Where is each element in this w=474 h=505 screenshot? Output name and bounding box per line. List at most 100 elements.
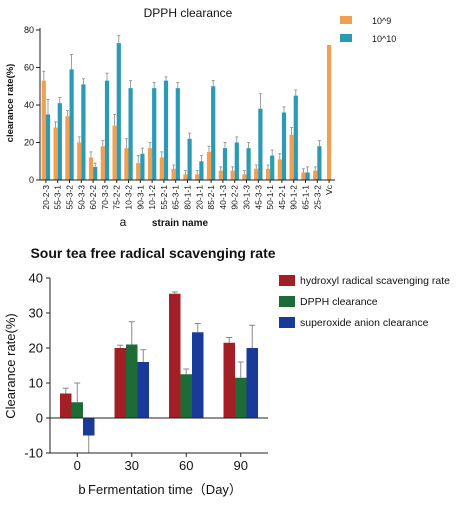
chart-b-bar bbox=[83, 418, 95, 436]
chart-a-bar bbox=[293, 95, 298, 180]
chart-a-ytick-label: 40 bbox=[24, 100, 34, 110]
chart-a-xtick-label: 50-3-3 bbox=[76, 185, 86, 210]
chart-a-bar bbox=[69, 69, 74, 180]
chart-b-ytick-label: 0 bbox=[36, 411, 43, 426]
chart-b-bar bbox=[235, 377, 247, 418]
chart-a-xtick-label: 30-1-3 bbox=[242, 185, 252, 210]
chart-a-legend-label: 10^10 bbox=[372, 34, 396, 44]
chart-a-xtick-label: 45-2-1 bbox=[277, 185, 287, 210]
chart-b-legend-label: superoxide anion clearance bbox=[300, 317, 429, 329]
chart-a-bar bbox=[313, 170, 318, 180]
chart-a-panel-label: a bbox=[120, 215, 127, 229]
chart-a-legend-swatch bbox=[340, 34, 352, 42]
chart-a-xtick-label: Vc bbox=[324, 184, 334, 195]
chart-b-bar bbox=[71, 402, 83, 418]
chart-a-bar bbox=[171, 168, 176, 180]
chart-a-bar bbox=[112, 125, 117, 180]
chart-b-legend-swatch bbox=[279, 296, 295, 307]
chart-a-xlabel: strain name bbox=[152, 218, 209, 229]
chart-b-ylabel: Clearance rate(%) bbox=[3, 313, 18, 419]
chart-a-bar bbox=[211, 86, 216, 180]
chart-a-bar bbox=[281, 112, 287, 180]
chart-b-bar bbox=[114, 348, 126, 418]
chart-a-xtick-label: 55-3-2 bbox=[65, 185, 75, 210]
chart-a-bar bbox=[317, 146, 322, 180]
chart-b-panel-label: b bbox=[78, 482, 85, 497]
chart-a-bar bbox=[136, 163, 141, 180]
chart-a-bar bbox=[100, 146, 105, 180]
chart-b-xtick-label: 30 bbox=[125, 458, 139, 473]
chart-b-ytick-label: 10 bbox=[29, 376, 43, 391]
chart-b-ytick-label: -10 bbox=[24, 446, 43, 461]
chart-b-bar bbox=[60, 393, 72, 418]
chart-a-xtick-label: 80-1-1 bbox=[183, 185, 193, 210]
chart-a-bar bbox=[187, 138, 192, 180]
chart-b-bar bbox=[192, 332, 204, 418]
chart-b-bar bbox=[223, 342, 235, 418]
chart-a-legend-swatch bbox=[340, 16, 352, 24]
chart-a-bar bbox=[77, 142, 82, 180]
chart-b-ytick-label: 20 bbox=[29, 341, 43, 356]
chart-a-bar bbox=[104, 80, 110, 180]
chart-a-bar bbox=[199, 161, 204, 180]
chart-b-bar bbox=[180, 374, 192, 418]
chart-a-xtick-label: 90-3-1 bbox=[135, 185, 145, 210]
chart-a-bar bbox=[41, 80, 46, 180]
chart-a-bar bbox=[195, 174, 200, 180]
chart-a-bar bbox=[116, 43, 121, 180]
chart-b-legend-swatch bbox=[279, 275, 295, 286]
chart-a-bar bbox=[45, 114, 51, 180]
chart-a-xtick-label: 60-2-2 bbox=[88, 185, 98, 210]
chart-b-ytick-label: 30 bbox=[29, 306, 43, 321]
chart-a-xtick-label: 90-1-2 bbox=[289, 185, 299, 210]
chart-a-bar bbox=[159, 157, 164, 180]
chart-a-bar bbox=[53, 127, 58, 180]
chart-a-xtick-label: 90-2-2 bbox=[230, 185, 240, 210]
chart-a-xtick-label: 45-3-3 bbox=[253, 185, 263, 210]
chart-a-bar bbox=[277, 159, 282, 180]
chart-a-ylabel: clearance rate(%) bbox=[5, 64, 16, 143]
chart-a-ytick-label: 60 bbox=[24, 63, 34, 73]
chart-a-xtick-label: 55-2-1 bbox=[159, 185, 169, 210]
chart-a-xtick-label: 40-1-3 bbox=[218, 185, 228, 210]
chart-a-xtick-label: 25-3-2 bbox=[312, 185, 322, 210]
chart-b-bar bbox=[169, 293, 181, 418]
chart-a-bar bbox=[152, 88, 157, 180]
chart-a-xtick-label: 70-3-3 bbox=[100, 185, 110, 210]
chart-a-bar bbox=[270, 155, 275, 180]
chart-a-bar bbox=[183, 174, 188, 180]
chart-a-bar bbox=[242, 174, 247, 180]
chart-a-bar bbox=[234, 142, 239, 180]
chart-b-legend-label: hydroxyl radical scavenging rate bbox=[300, 275, 450, 287]
chart-a-bar bbox=[265, 168, 271, 180]
chart-a-bar bbox=[206, 151, 212, 180]
chart-b-xtick-label: 0 bbox=[74, 458, 81, 473]
chart-a-xtick-label: 85-2-1 bbox=[206, 185, 216, 210]
chart-a-xtick-label: 75-2-2 bbox=[112, 185, 122, 210]
chart-a-bar bbox=[124, 148, 129, 180]
chart-a-bar bbox=[218, 170, 223, 180]
chart-a-bar bbox=[289, 135, 294, 180]
chart-a-bar bbox=[254, 168, 259, 180]
chart-b-plot: -10 0 10 20 30 40 0 30 60 90 hydroxyl radical scav… bbox=[24, 271, 450, 474]
chart-a-bar bbox=[258, 108, 263, 180]
chart-b-xtick-label: 90 bbox=[234, 458, 248, 473]
chart-a-xtick-label: 10-3-2 bbox=[124, 185, 134, 210]
chart-b-xtick-label: 60 bbox=[179, 458, 193, 473]
chart-b-bar bbox=[126, 344, 138, 418]
chart-a-ytick-label: 0 bbox=[29, 175, 34, 185]
chart-a-bar bbox=[327, 45, 332, 180]
chart-a-xtick-label: 65-3-1 bbox=[171, 185, 181, 210]
chart-a-bar bbox=[230, 170, 235, 180]
chart-a-xtick-label: 50-1-1 bbox=[265, 185, 275, 210]
chart-b-bar bbox=[137, 362, 149, 418]
chart-a-bar bbox=[128, 88, 133, 180]
chart-a-bar bbox=[81, 84, 86, 180]
chart-a-xtick-label: 20-1-1 bbox=[194, 185, 204, 210]
chart-a-bar bbox=[88, 157, 94, 180]
chart-a-bar bbox=[93, 166, 98, 180]
chart-b-legend-label: DPPH clearance bbox=[300, 296, 378, 308]
chart-a-bar bbox=[57, 103, 62, 180]
chart-b-ytick-label: 40 bbox=[29, 271, 43, 286]
